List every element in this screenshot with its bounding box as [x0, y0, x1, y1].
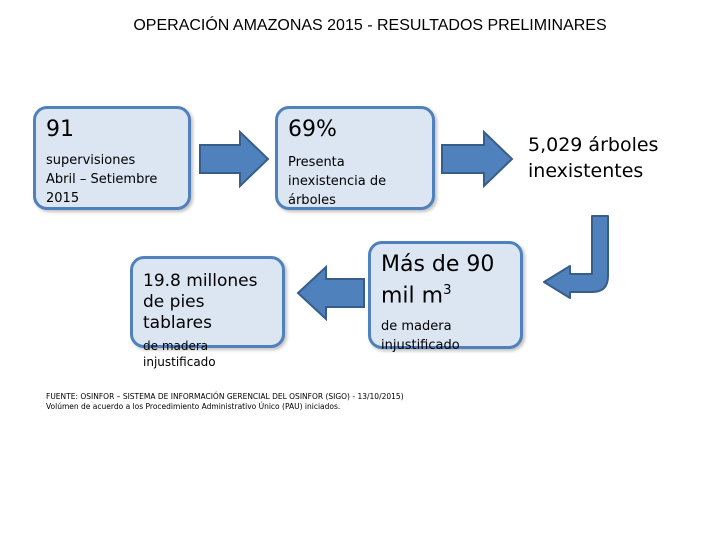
- board-feet-box: 19.8 millones de pies tablares de madera…: [130, 256, 285, 369]
- board-feet-label: de madera injustificado: [143, 339, 216, 369]
- nonexistent-trees-line1: 5,029 árboles: [528, 134, 659, 156]
- supervisions-box: 91 supervisiones Abril – Setiembre 2015: [33, 106, 191, 210]
- volume-m3-label: de madera injustificado: [381, 317, 510, 355]
- volume-m3-label-line1: de madera: [381, 319, 452, 335]
- inexistence-label-line2: inexistencia de: [288, 174, 387, 189]
- nonexistent-trees-result: 5,029 árboles inexistentes: [528, 132, 718, 184]
- arrow-right-2-icon: [441, 130, 514, 188]
- supervisions-label: supervisiones Abril – Setiembre 2015: [46, 151, 178, 208]
- arrow-left-icon: [296, 265, 365, 321]
- inexistence-box: 69% Presenta inexistencia de árboles: [275, 106, 435, 210]
- source-note: FUENTE: OSINFOR – SISTEMA DE INFORMACIÓN…: [46, 392, 606, 412]
- arrow-down-left-icon: [543, 215, 609, 299]
- page-title: OPERACIÓN AMAZONAS 2015 - RESULTADOS PRE…: [133, 17, 607, 34]
- volume-m3-unit: mil m: [381, 283, 444, 309]
- source-line2: Volúmen de acuerdo a los Procedimiento A…: [46, 402, 341, 411]
- volume-m3-value-unit-line: mil m3: [381, 278, 510, 309]
- supervisions-label-line2: Abril – Setiembre: [46, 172, 158, 187]
- inexistence-label-line1: Presenta: [288, 155, 345, 170]
- volume-m3-value: Más de 90 mil m3: [381, 252, 510, 309]
- board-feet-line2: de pies tablares: [143, 292, 212, 333]
- arrow-right-1-icon: [199, 130, 270, 188]
- board-feet-line1: 19.8 millones: [143, 271, 258, 291]
- supervisions-value: 91: [46, 117, 74, 142]
- nonexistent-trees-line2: inexistentes: [528, 160, 644, 182]
- volume-m3-box: Más de 90 mil m3 de madera injustificado: [368, 241, 523, 353]
- volume-m3-label-line2: injustificado: [381, 338, 460, 354]
- inexistence-label-line3: árboles: [288, 193, 336, 208]
- board-feet-value: 19.8 millones de pies tablares: [143, 271, 272, 334]
- volume-m3-value-prefix: Más de 90: [381, 252, 495, 277]
- source-line1: FUENTE: OSINFOR – SISTEMA DE INFORMACIÓN…: [46, 392, 404, 401]
- inexistence-value: 69%: [288, 117, 337, 142]
- supervisions-label-line1: supervisiones: [46, 153, 136, 168]
- volume-m3-exponent: 3: [443, 283, 452, 298]
- supervisions-label-line3: 2015: [46, 191, 80, 206]
- inexistence-label: Presenta inexistencia de árboles: [288, 153, 422, 210]
